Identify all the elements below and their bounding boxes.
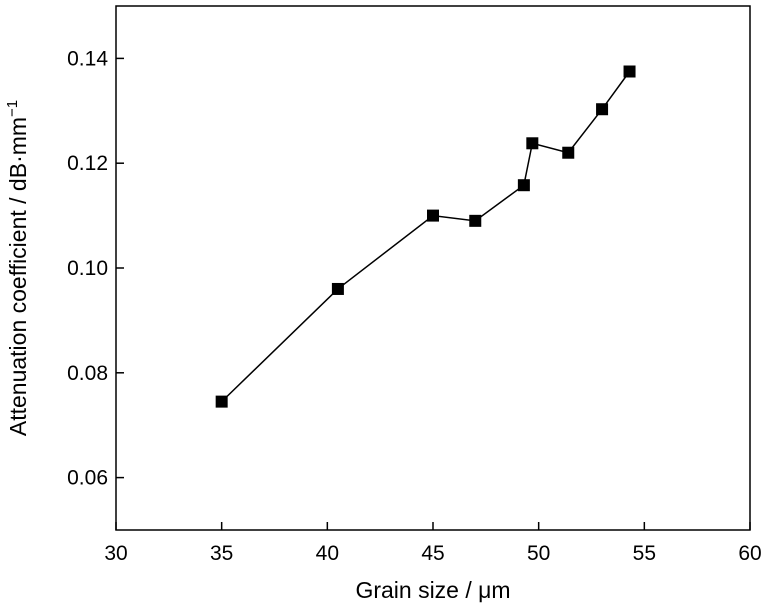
data-point: [517, 179, 530, 192]
y-axis: 0.06 0.08 0.10 0.12 0.14: [67, 47, 124, 490]
y-tick-label: 0.10: [67, 257, 108, 280]
x-tick-label: 50: [527, 542, 550, 565]
y-axis-label: Attenuation coefficient / dB·mm−1: [4, 100, 31, 436]
x-tick-label: 45: [421, 542, 444, 565]
x-axis: 30 35 40 45 50 55 60: [104, 522, 762, 565]
y-axis-label-main: Attenuation coefficient / dB·mm: [5, 117, 31, 436]
data-point: [215, 395, 228, 408]
x-tick-label: 35: [210, 542, 233, 565]
data-point: [623, 65, 636, 78]
data-point: [596, 103, 609, 116]
x-tick-label: 40: [316, 542, 339, 565]
x-axis-label: Grain size / μm: [355, 577, 510, 603]
y-tick-label: 0.06: [67, 467, 108, 490]
data-point: [427, 209, 439, 222]
x-tick-label: 55: [633, 542, 656, 565]
data-point: [526, 137, 539, 150]
y-axis-label-exponent: −1: [4, 100, 21, 117]
data-point: [469, 214, 482, 227]
y-tick-label: 0.14: [67, 47, 108, 70]
data-points: [215, 65, 636, 408]
y-tick-label: 0.08: [67, 362, 108, 385]
data-point: [331, 282, 344, 295]
x-tick-label: 30: [104, 542, 127, 565]
series-line: [221, 71, 631, 403]
data-point: [562, 146, 575, 159]
y-tick-label: 0.12: [67, 152, 108, 175]
plot-frame: [115, 5, 751, 531]
x-tick-label: 60: [738, 542, 761, 565]
